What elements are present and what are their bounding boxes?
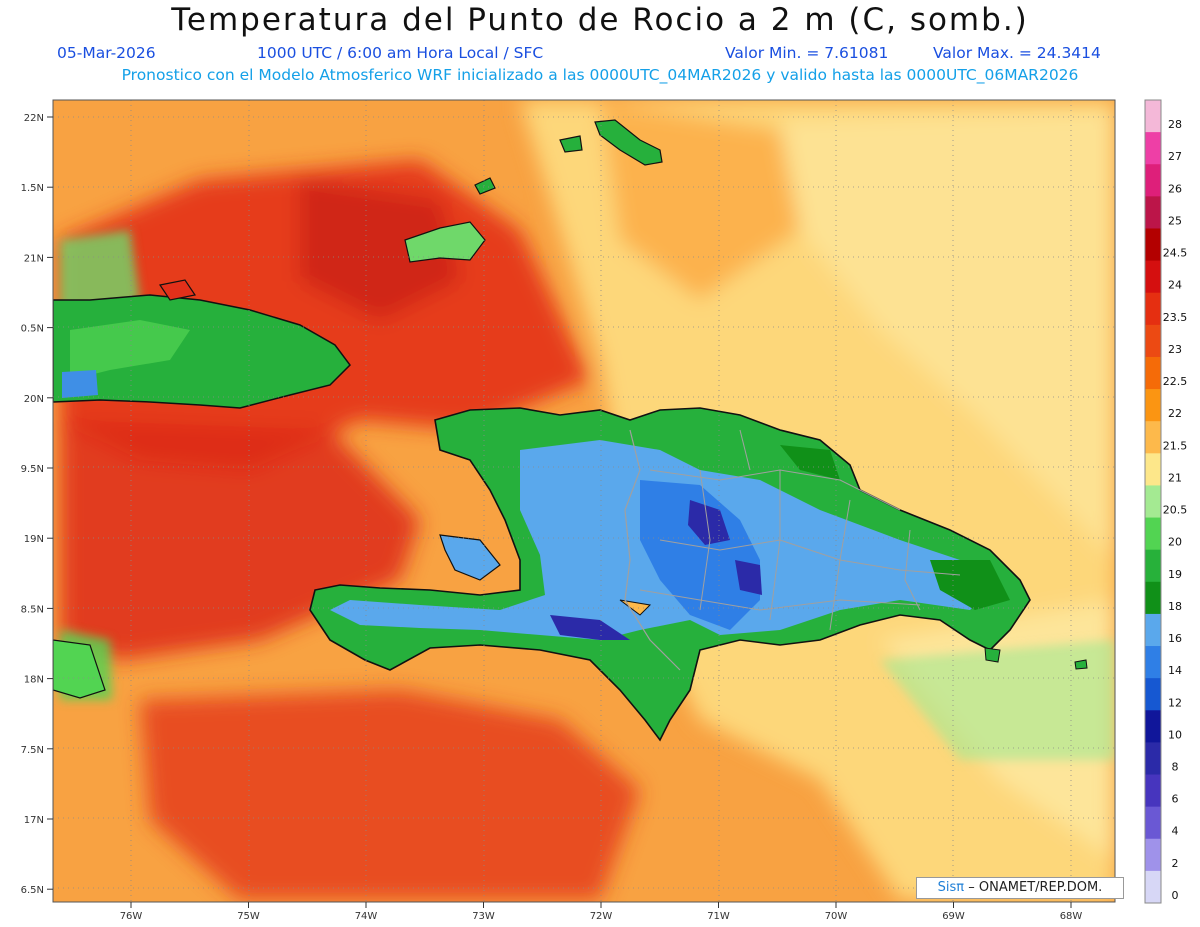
- colorbar-swatch: [1145, 196, 1161, 229]
- colorbar-label: 16: [1168, 632, 1182, 645]
- credit-box: Sisπ – ONAMET/REP.DOM.: [916, 877, 1124, 899]
- colorbar-swatch: [1145, 774, 1161, 808]
- lat-label: 7.5N: [21, 745, 44, 756]
- colorbar-label: 21.5: [1163, 439, 1188, 452]
- lon-label: 72W: [590, 911, 613, 922]
- colorbar: 2827262524.52423.52322.52221.52120.52019…: [1144, 99, 1188, 904]
- colorbar-swatch: [1145, 613, 1161, 647]
- lon-label: 70W: [825, 911, 848, 922]
- colorbar-swatch: [1145, 710, 1161, 743]
- colorbar-label: 24.5: [1163, 247, 1188, 260]
- colorbar-swatch: [1145, 228, 1161, 262]
- map-frame: [52, 99, 1116, 903]
- colorbar-swatch: [1145, 646, 1161, 679]
- colorbar-swatch: [1145, 453, 1161, 486]
- lon-label: 73W: [472, 911, 495, 922]
- hispaniola-landmass: [309, 407, 1031, 742]
- lon-label: 69W: [942, 911, 965, 922]
- lat-label: 18N: [24, 675, 44, 686]
- lat-label: 17N: [24, 815, 44, 826]
- sispi-logo: Sisπ: [937, 880, 965, 895]
- forecast-note: Pronostico con el Modelo Atmosferico WRF…: [121, 66, 1079, 84]
- colorbar-swatch: [1145, 870, 1161, 904]
- colorbar-label: 4: [1172, 825, 1179, 838]
- colorbar-label: 12: [1168, 696, 1182, 709]
- colorbar-swatch: [1145, 421, 1161, 454]
- colorbar-label: 20.5: [1163, 504, 1188, 517]
- colorbar-label: 28: [1168, 118, 1182, 131]
- colorbar-label: 10: [1168, 728, 1182, 741]
- colorbar-label: 0: [1172, 889, 1179, 902]
- lon-label: 68W: [1060, 911, 1083, 922]
- colorbar-label: 6: [1172, 793, 1179, 806]
- lon-label: 75W: [237, 911, 260, 922]
- longitude-axis: 76W 75W 74W 73W 72W 71W 70W 69W 68W: [120, 902, 1083, 922]
- time-info: 1000 UTC / 6:00 am Hora Local / SFC: [257, 44, 544, 62]
- colorbar-label: 22: [1168, 407, 1182, 420]
- colorbar-swatch: [1145, 838, 1161, 872]
- colorbar-swatch: [1145, 806, 1161, 840]
- colorbar-label: 25: [1168, 214, 1182, 227]
- map-title: Temperatura del Punto de Rocio a 2 m (C,…: [171, 2, 1029, 38]
- colorbar-swatch: [1145, 389, 1161, 422]
- colorbar-swatch: [1145, 678, 1161, 711]
- lat-label: 6.5N: [21, 885, 44, 896]
- latitude-axis: 22N 1.5N 21N 0.5N 20N 9.5N 19N 8.5N 18N 7.5N 17N 6.…: [21, 113, 53, 896]
- colorbar-swatch: [1145, 100, 1161, 133]
- colorbar-swatch: [1145, 581, 1161, 615]
- saona-island: [984, 647, 1001, 663]
- mona-island: [1074, 659, 1088, 670]
- colorbar-swatch: [1145, 742, 1161, 776]
- colorbar-label: 18: [1168, 600, 1182, 613]
- colorbar-swatch: [1145, 260, 1161, 294]
- colorbar-swatch: [1145, 517, 1161, 551]
- lat-label: 19N: [24, 534, 44, 545]
- value-max: Valor Max. = 24.3414: [933, 44, 1101, 62]
- colorbar-label: 8: [1172, 760, 1179, 773]
- colorbar-label: 23: [1168, 343, 1182, 356]
- colorbar-frame: [1144, 99, 1162, 904]
- lat-label: 21N: [24, 253, 44, 264]
- colorbar-swatch: [1145, 292, 1161, 326]
- lat-label: 8.5N: [21, 604, 44, 615]
- colorbar-label: 24: [1168, 279, 1182, 292]
- credit-text: – ONAMET/REP.DOM.: [968, 880, 1103, 895]
- lat-label: 0.5N: [21, 324, 44, 335]
- colorbar-swatch: [1145, 132, 1161, 165]
- colorbar-label: 23.5: [1163, 311, 1188, 324]
- lat-label: 22N: [24, 113, 44, 124]
- lat-label: 20N: [24, 394, 44, 405]
- value-min: Valor Min. = 7.61081: [725, 44, 889, 62]
- colorbar-swatch: [1145, 356, 1161, 390]
- cuba-landmass: [53, 294, 351, 699]
- lon-label: 71W: [707, 911, 730, 922]
- forecast-date: 05-Mar-2026: [57, 44, 156, 62]
- colorbar-label: 2: [1172, 857, 1179, 870]
- lon-label: 76W: [120, 911, 143, 922]
- colorbar-swatch: [1145, 324, 1161, 358]
- colorbar-label: 20: [1168, 536, 1182, 549]
- colorbar-label: 26: [1168, 182, 1182, 195]
- map-field: [53, 100, 1115, 902]
- colorbar-label: 27: [1168, 150, 1182, 163]
- lon-label: 74W: [355, 911, 378, 922]
- colorbar-swatch: [1145, 485, 1161, 519]
- colorbar-swatch: [1145, 164, 1161, 197]
- colorbar-label: 19: [1168, 568, 1182, 581]
- colorbar-swatch: [1145, 549, 1161, 583]
- lat-label: 1.5N: [21, 183, 44, 194]
- colorbar-label: 21: [1168, 471, 1182, 484]
- colorbar-label: 14: [1168, 664, 1182, 677]
- colorbar-label: 22.5: [1163, 375, 1188, 388]
- bahamas-islands: [159, 119, 663, 301]
- lat-label: 9.5N: [21, 464, 44, 475]
